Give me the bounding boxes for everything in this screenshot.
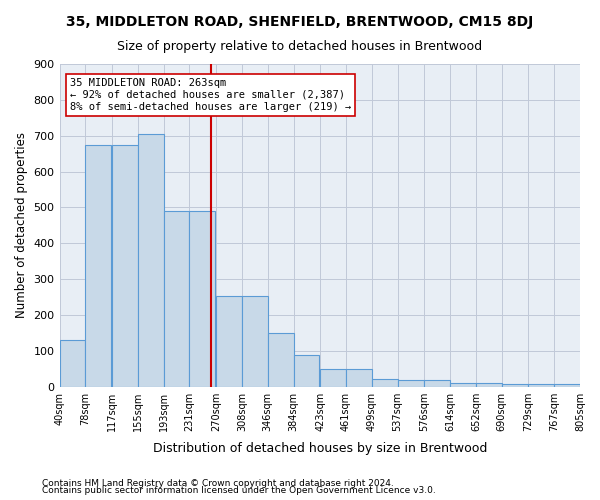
Bar <box>424 380 450 386</box>
Bar <box>138 134 164 386</box>
Bar <box>242 296 268 386</box>
Text: Size of property relative to detached houses in Brentwood: Size of property relative to detached ho… <box>118 40 482 53</box>
Text: Contains public sector information licensed under the Open Government Licence v3: Contains public sector information licen… <box>42 486 436 495</box>
Bar <box>398 380 424 386</box>
Bar <box>450 383 476 386</box>
Bar <box>85 144 111 386</box>
Bar <box>293 355 319 386</box>
Bar <box>554 384 580 386</box>
Text: 35 MIDDLETON ROAD: 263sqm
← 92% of detached houses are smaller (2,387)
8% of sem: 35 MIDDLETON ROAD: 263sqm ← 92% of detac… <box>70 78 351 112</box>
Bar <box>528 384 554 386</box>
Bar <box>59 340 85 386</box>
Bar <box>216 296 242 386</box>
X-axis label: Distribution of detached houses by size in Brentwood: Distribution of detached houses by size … <box>152 442 487 455</box>
Bar <box>268 333 293 386</box>
Bar <box>502 384 527 386</box>
Bar <box>164 211 190 386</box>
Y-axis label: Number of detached properties: Number of detached properties <box>15 132 28 318</box>
Bar <box>346 368 372 386</box>
Bar <box>112 144 138 386</box>
Bar <box>372 379 398 386</box>
Text: 35, MIDDLETON ROAD, SHENFIELD, BRENTWOOD, CM15 8DJ: 35, MIDDLETON ROAD, SHENFIELD, BRENTWOOD… <box>67 15 533 29</box>
Bar <box>476 383 502 386</box>
Bar <box>190 211 215 386</box>
Text: Contains HM Land Registry data © Crown copyright and database right 2024.: Contains HM Land Registry data © Crown c… <box>42 478 394 488</box>
Bar <box>320 368 346 386</box>
